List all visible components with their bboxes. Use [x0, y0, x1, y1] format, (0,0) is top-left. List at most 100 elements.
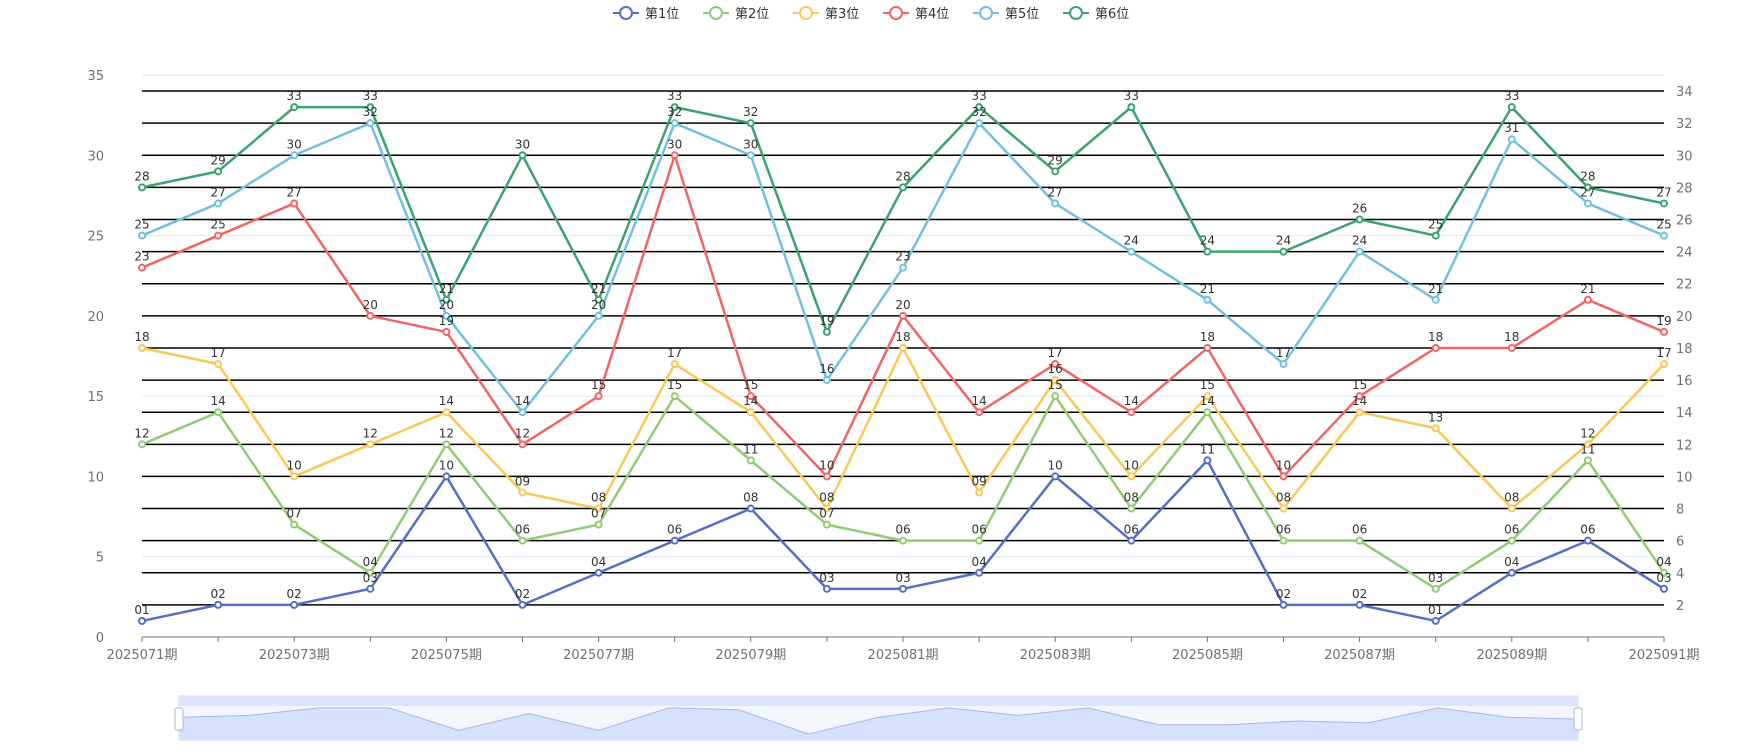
data-point[interactable] — [518, 408, 527, 417]
data-point[interactable] — [1355, 536, 1364, 545]
data-point[interactable] — [1051, 376, 1060, 385]
data-point[interactable] — [290, 472, 299, 481]
data-point[interactable] — [138, 231, 146, 240]
data-point[interactable] — [366, 311, 375, 320]
data-point[interactable] — [746, 392, 755, 401]
data-point[interactable] — [366, 568, 375, 577]
data-point[interactable] — [518, 488, 527, 497]
data-point[interactable] — [1660, 584, 1668, 593]
data-point[interactable] — [975, 568, 984, 577]
data-point[interactable] — [822, 520, 831, 529]
data-point[interactable] — [1127, 536, 1136, 545]
data-point[interactable] — [1127, 103, 1136, 112]
data-point[interactable] — [138, 263, 146, 272]
data-point[interactable] — [1051, 472, 1060, 481]
legend-item[interactable]: 第2位 — [703, 6, 769, 22]
data-point[interactable] — [138, 183, 146, 192]
data-point[interactable] — [899, 584, 907, 593]
data-point[interactable] — [1127, 408, 1136, 417]
data-point[interactable] — [1507, 343, 1516, 352]
legend-item[interactable]: 第6位 — [1063, 6, 1129, 22]
data-point[interactable] — [1507, 135, 1516, 144]
data-point[interactable] — [1203, 343, 1212, 352]
data-point[interactable] — [746, 151, 755, 160]
data-point[interactable] — [442, 472, 451, 481]
data-point[interactable] — [1279, 536, 1288, 545]
data-point[interactable] — [1583, 456, 1592, 465]
data-point[interactable] — [214, 167, 223, 176]
data-point[interactable] — [822, 376, 831, 385]
data-point[interactable] — [1051, 392, 1060, 401]
data-point[interactable] — [1051, 360, 1060, 369]
data-point[interactable] — [975, 119, 984, 128]
data-point[interactable] — [822, 584, 831, 593]
data-point[interactable] — [1431, 584, 1440, 593]
data-point[interactable] — [1279, 504, 1288, 513]
data-point[interactable] — [1355, 600, 1364, 609]
legend-item[interactable]: 第3位 — [793, 6, 859, 22]
data-point[interactable] — [1355, 215, 1364, 224]
data-point[interactable] — [1203, 295, 1212, 304]
data-point[interactable] — [138, 440, 146, 449]
data-point[interactable] — [899, 311, 907, 320]
data-point[interactable] — [214, 408, 223, 417]
data-point[interactable] — [1279, 360, 1288, 369]
data-point[interactable] — [670, 103, 679, 112]
data-point[interactable] — [442, 408, 451, 417]
data-point[interactable] — [1660, 360, 1668, 369]
data-point[interactable] — [1507, 504, 1516, 513]
data-point[interactable] — [1203, 456, 1212, 465]
data-point[interactable] — [1507, 103, 1516, 112]
data-point[interactable] — [1431, 616, 1440, 625]
data-point[interactable] — [1583, 199, 1592, 208]
zoom-left-handle[interactable] — [174, 707, 184, 731]
data-point[interactable] — [899, 536, 907, 545]
data-point[interactable] — [1203, 392, 1212, 401]
data-point[interactable] — [1279, 472, 1288, 481]
data-point[interactable] — [1355, 247, 1364, 256]
data-point[interactable] — [1431, 295, 1440, 304]
data-point[interactable] — [1051, 167, 1060, 176]
data-point[interactable] — [1583, 295, 1592, 304]
data-point[interactable] — [594, 311, 603, 320]
data-point[interactable] — [214, 360, 223, 369]
data-point[interactable] — [518, 536, 527, 545]
data-point[interactable] — [290, 520, 299, 529]
data-point[interactable] — [822, 472, 831, 481]
data-point[interactable] — [366, 440, 375, 449]
data-point[interactable] — [1127, 504, 1136, 513]
data-point[interactable] — [975, 536, 984, 545]
data-point[interactable] — [1051, 199, 1060, 208]
data-point[interactable] — [899, 343, 907, 352]
data-point[interactable] — [442, 295, 451, 304]
data-point[interactable] — [670, 536, 679, 545]
zoom-right-handle[interactable] — [1573, 707, 1583, 731]
data-point[interactable] — [594, 568, 603, 577]
data-point[interactable] — [594, 520, 603, 529]
data-point[interactable] — [1431, 231, 1440, 240]
data-point[interactable] — [899, 183, 907, 192]
legend[interactable]: 第1位 第2位 第3位 第4位 第5位 第6位 — [613, 6, 1129, 22]
data-point[interactable] — [214, 231, 223, 240]
data-point[interactable] — [594, 392, 603, 401]
data-point[interactable] — [746, 456, 755, 465]
data-zoom-slider[interactable] — [174, 695, 1583, 741]
data-point[interactable] — [518, 600, 527, 609]
data-point[interactable] — [1279, 600, 1288, 609]
data-point[interactable] — [1431, 343, 1440, 352]
data-point[interactable] — [1660, 199, 1668, 208]
data-point[interactable] — [822, 327, 831, 336]
data-point[interactable] — [670, 119, 679, 128]
data-point[interactable] — [518, 151, 527, 160]
data-point[interactable] — [822, 504, 831, 513]
data-point[interactable] — [975, 488, 984, 497]
data-point[interactable] — [1507, 536, 1516, 545]
data-point[interactable] — [594, 504, 603, 513]
data-point[interactable] — [746, 504, 755, 513]
data-point[interactable] — [1660, 231, 1668, 240]
zoom-move-handle[interactable] — [179, 696, 1578, 706]
legend-item[interactable]: 第1位 — [613, 6, 679, 22]
data-point[interactable] — [1507, 568, 1516, 577]
data-point[interactable] — [594, 295, 603, 304]
data-point[interactable] — [899, 263, 907, 272]
